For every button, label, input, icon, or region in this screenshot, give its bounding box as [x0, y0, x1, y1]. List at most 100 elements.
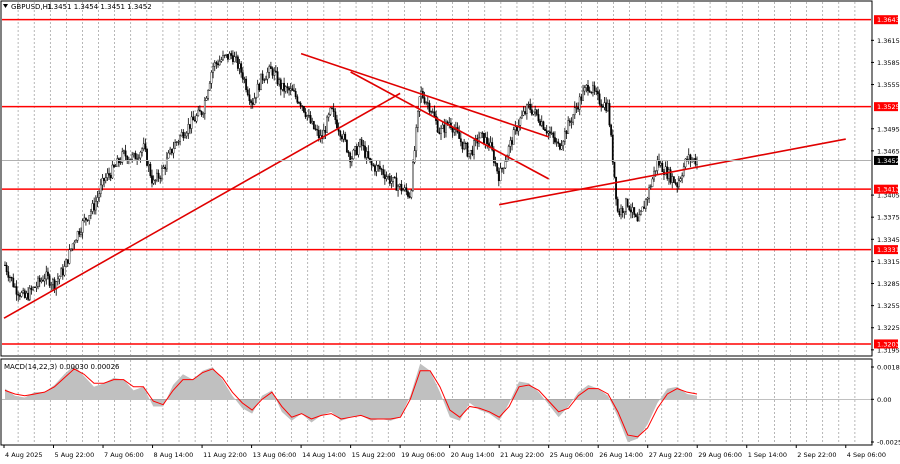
candle-body: [654, 170, 657, 172]
macd-header: MACD(14,22,3) 0.00030 0.00026: [4, 363, 120, 371]
candle-body: [311, 121, 314, 124]
trendlines[interactable]: [3, 52, 846, 319]
time-tick-label: 13 Aug 06:00: [253, 451, 297, 459]
candle-body: [525, 104, 528, 114]
chart-collapse-icon[interactable]: [3, 4, 8, 8]
candle-body: [342, 133, 345, 140]
candle-body: [403, 187, 406, 190]
candle-body: [597, 91, 599, 95]
candle-body: [656, 159, 659, 171]
candle-body: [631, 207, 634, 213]
candle-body: [428, 102, 431, 112]
candle-body: [222, 55, 224, 60]
candle-body: [157, 172, 160, 179]
candle-body: [306, 115, 309, 117]
ohlc-header: 1.3451 1.3454 1.3451 1.3452: [47, 3, 152, 11]
candle-body: [382, 169, 385, 175]
candle-body: [659, 162, 662, 166]
candle-body: [322, 130, 325, 139]
candle-body: [634, 214, 637, 218]
candle-body: [293, 90, 295, 92]
candle-body: [473, 140, 475, 155]
candle-body: [227, 54, 229, 60]
candle-body: [441, 124, 444, 129]
candle-body: [606, 103, 609, 112]
candle-body: [33, 286, 36, 288]
time-tick-label: 4 Aug 2025: [5, 451, 43, 459]
price-tick-label: 1.3225: [877, 324, 900, 332]
candle-body: [147, 164, 150, 166]
candle-body: [217, 63, 219, 66]
candle-body: [202, 113, 205, 115]
candle-body: [137, 157, 140, 159]
candle-body: [51, 279, 54, 285]
candle-body: [560, 145, 563, 150]
candle-body: [76, 231, 79, 241]
candle-body: [5, 265, 8, 273]
candle-body: [189, 124, 191, 129]
candle-body: [687, 154, 690, 160]
candle-body: [355, 146, 358, 155]
candle-body: [466, 143, 469, 157]
macd-signal-line: [4, 368, 698, 438]
candle-body: [167, 152, 170, 159]
candle-body: [144, 143, 147, 150]
candle-body: [235, 56, 238, 58]
candle-body: [232, 55, 234, 62]
candle-body: [246, 89, 249, 95]
candle-body: [169, 148, 172, 154]
candle-body: [12, 277, 15, 287]
candle-body: [644, 199, 647, 209]
macd-tick-label: -0.00259: [877, 439, 900, 447]
candle-body: [53, 279, 56, 290]
candle-body: [174, 142, 177, 149]
candle-body: [70, 248, 72, 250]
candle-body: [379, 165, 381, 170]
vertical-grid: [17, 2, 856, 444]
candle-body: [75, 239, 77, 243]
candle-body: [63, 266, 66, 276]
candle-body: [327, 114, 330, 118]
candle-body: [481, 132, 484, 134]
candle-body: [240, 63, 243, 73]
candle-body: [88, 215, 91, 221]
candle-body: [7, 271, 10, 278]
candle-body: [291, 88, 294, 91]
price-tick-label: 1.3195: [877, 346, 900, 354]
macd-tick-label: 0.00: [877, 396, 891, 404]
candle-body: [471, 149, 474, 155]
candle-body: [436, 120, 439, 133]
candle-body: [345, 139, 348, 153]
candle-body: [494, 162, 497, 164]
candle-body: [14, 286, 16, 288]
candle-body: [160, 168, 163, 179]
horizontal-levels[interactable]: [2, 18, 871, 345]
candle-body: [255, 96, 257, 99]
candle-body: [398, 183, 401, 187]
candle-body: [392, 176, 395, 182]
time-tick-label: 8 Aug 14:00: [154, 451, 194, 459]
candle-body: [413, 150, 416, 163]
candle-body: [352, 149, 355, 159]
candle-body: [251, 102, 254, 105]
candle-body: [22, 290, 25, 293]
candle-body: [664, 166, 667, 175]
candle-body: [410, 190, 413, 198]
candle-body: [443, 124, 446, 133]
candle-body: [119, 162, 122, 164]
candle-body: [686, 158, 688, 160]
level-price-label: 1.3203: [877, 340, 900, 348]
candle-body: [38, 277, 41, 282]
candle-body: [459, 138, 462, 143]
candle-body: [491, 142, 494, 151]
candle-body: [620, 208, 622, 216]
candle-body: [78, 231, 81, 235]
time-tick-label: 2 Sep 22:00: [797, 451, 836, 459]
time-tick-label: 1 Sep 14:00: [748, 451, 787, 459]
candle-body: [245, 78, 248, 91]
candle-body: [177, 141, 180, 143]
candle-body: [682, 166, 685, 176]
candle-body: [534, 109, 537, 113]
